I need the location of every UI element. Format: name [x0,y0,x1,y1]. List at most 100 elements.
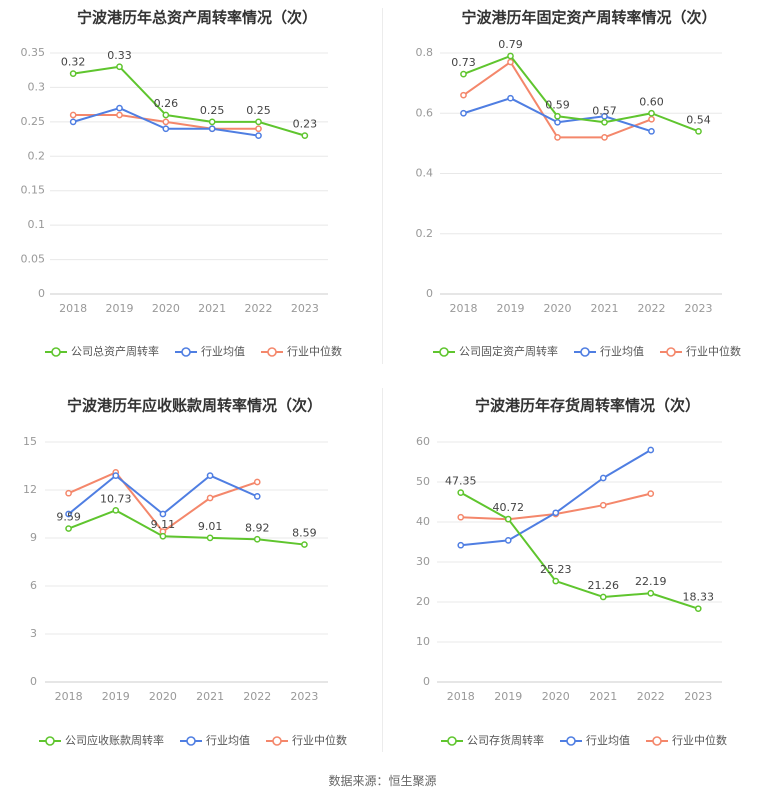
data-point-median [601,134,608,141]
series-line-company [460,491,699,610]
data-point-avg [159,510,167,518]
legend-item-company: 公司存货周转率 [441,733,544,747]
legend-marker [51,347,61,357]
data-point-company [694,605,702,613]
legend-item-avg: 行业均值 [180,734,250,747]
data-label: 0.25 [200,104,225,117]
x-tick-label: 2023 [684,690,712,703]
data-point-company [208,118,216,126]
chart-panel-2: 宁波港历年固定资产周转率情况（次） 0 0.2 0.4 0.6 0.8 2018 2019 20… [416,9,742,359]
data-label: 40.72 [493,501,525,514]
legend-marker [580,347,590,357]
data-point-company [460,70,467,78]
y-tick-label: 0.4 [416,167,434,180]
series-line-avg [460,449,652,547]
data-point-avg [255,132,262,139]
data-point-company [457,489,465,496]
data-point-avg [69,118,77,126]
legend-label: 行业中位数 [287,344,342,358]
y-tick-label: 9 [30,531,37,544]
divider-top [382,8,383,364]
y-tick-label: 40 [416,515,430,528]
y-tick-label: 60 [416,435,430,448]
data-label: 25.23 [540,563,572,576]
x-tick-label: 2019 [102,690,130,703]
x-tick-label: 2021 [591,302,619,315]
data-point-company [507,52,514,60]
legend-item-avg: 行业均值 [560,734,630,747]
x-tick-label: 2019 [494,690,522,703]
data-point-avg [116,104,123,112]
x-tick-label: 2020 [544,302,572,315]
data-point-median [554,134,561,141]
y-tick-label: 0.3 [28,80,46,93]
series-line-company [68,509,305,546]
data-label: 0.59 [545,98,570,111]
legend-marker [447,736,457,746]
legend-marker [186,736,196,746]
data-point-company [116,63,123,71]
chart-title: 宁波港历年总资产周转率情况（次） [77,9,317,27]
legend-label: 行业均值 [600,345,644,358]
legend-item-avg: 行业均值 [574,345,644,358]
chart-title: 宁波港历年存货周转率情况（次） [475,397,700,415]
legend-item-company: 公司总资产周转率 [45,344,159,358]
y-tick-label: 0 [426,287,433,300]
x-tick-label: 2022 [245,302,273,315]
data-label: 9.59 [56,511,81,524]
data-point-avg [648,127,655,135]
y-tick-label: 15 [23,435,37,448]
data-label: 47.35 [445,475,477,488]
data-point-avg [647,446,655,454]
legend-item-median: 行业中位数 [646,733,727,747]
data-label: 21.26 [588,579,620,592]
data-label: 8.59 [292,527,317,540]
x-tick-label: 2018 [55,690,83,703]
data-point-median [457,513,465,521]
chart-title: 宁波港历年应收账款周转率情况（次） [67,397,322,415]
y-tick-label: 0.35 [21,46,46,59]
data-point-company [601,118,608,126]
y-tick-label: 0.6 [416,106,434,119]
data-point-company [65,525,72,532]
y-tick-label: 0.2 [416,227,434,240]
legend-label: 公司存货周转率 [467,733,544,747]
chart-title: 宁波港历年固定资产周转率情况（次） [461,9,716,27]
y-tick-label: 3 [30,627,37,640]
data-point-company [112,506,120,514]
x-tick-label: 2021 [589,690,617,703]
data-point-company [255,118,262,126]
data-point-company [69,70,77,78]
legend-marker [45,736,55,746]
chart-panel-4: 宁波港历年存货周转率情况（次） 0 10 20 30 40 50 60 2018 2019 2020… [416,397,727,748]
data-label: 8.92 [245,521,270,534]
x-tick-label: 2021 [196,690,224,703]
x-tick-label: 2023 [290,690,318,703]
data-label: 0.26 [154,97,179,110]
x-tick-label: 2023 [685,302,713,315]
legend-item-company: 公司应收账款周转率 [39,733,164,747]
y-tick-label: 0.8 [416,46,434,59]
y-tick-label: 50 [416,475,430,488]
data-point-median [507,58,514,66]
data-point-avg [206,472,214,479]
data-point-median [460,91,467,99]
data-point-avg [552,509,560,517]
x-tick-label: 2018 [450,302,478,315]
data-point-company [301,541,308,548]
x-tick-label: 2020 [542,690,570,703]
y-tick-label: 0 [423,675,430,688]
x-tick-label: 2022 [638,302,666,315]
y-tick-label: 0.05 [21,253,46,266]
y-tick-label: 10 [416,635,430,648]
legend-label: 行业中位数 [292,733,347,747]
y-tick-label: 20 [416,595,430,608]
data-label: 18.33 [683,591,715,604]
legend-label: 行业均值 [586,734,630,747]
data-point-avg [504,537,512,544]
data-label: 9.11 [151,518,176,531]
data-source-note: 数据来源：恒生聚源 [328,774,437,788]
data-point-avg [112,472,120,479]
data-point-avg [162,125,170,133]
x-tick-label: 2022 [243,690,271,703]
